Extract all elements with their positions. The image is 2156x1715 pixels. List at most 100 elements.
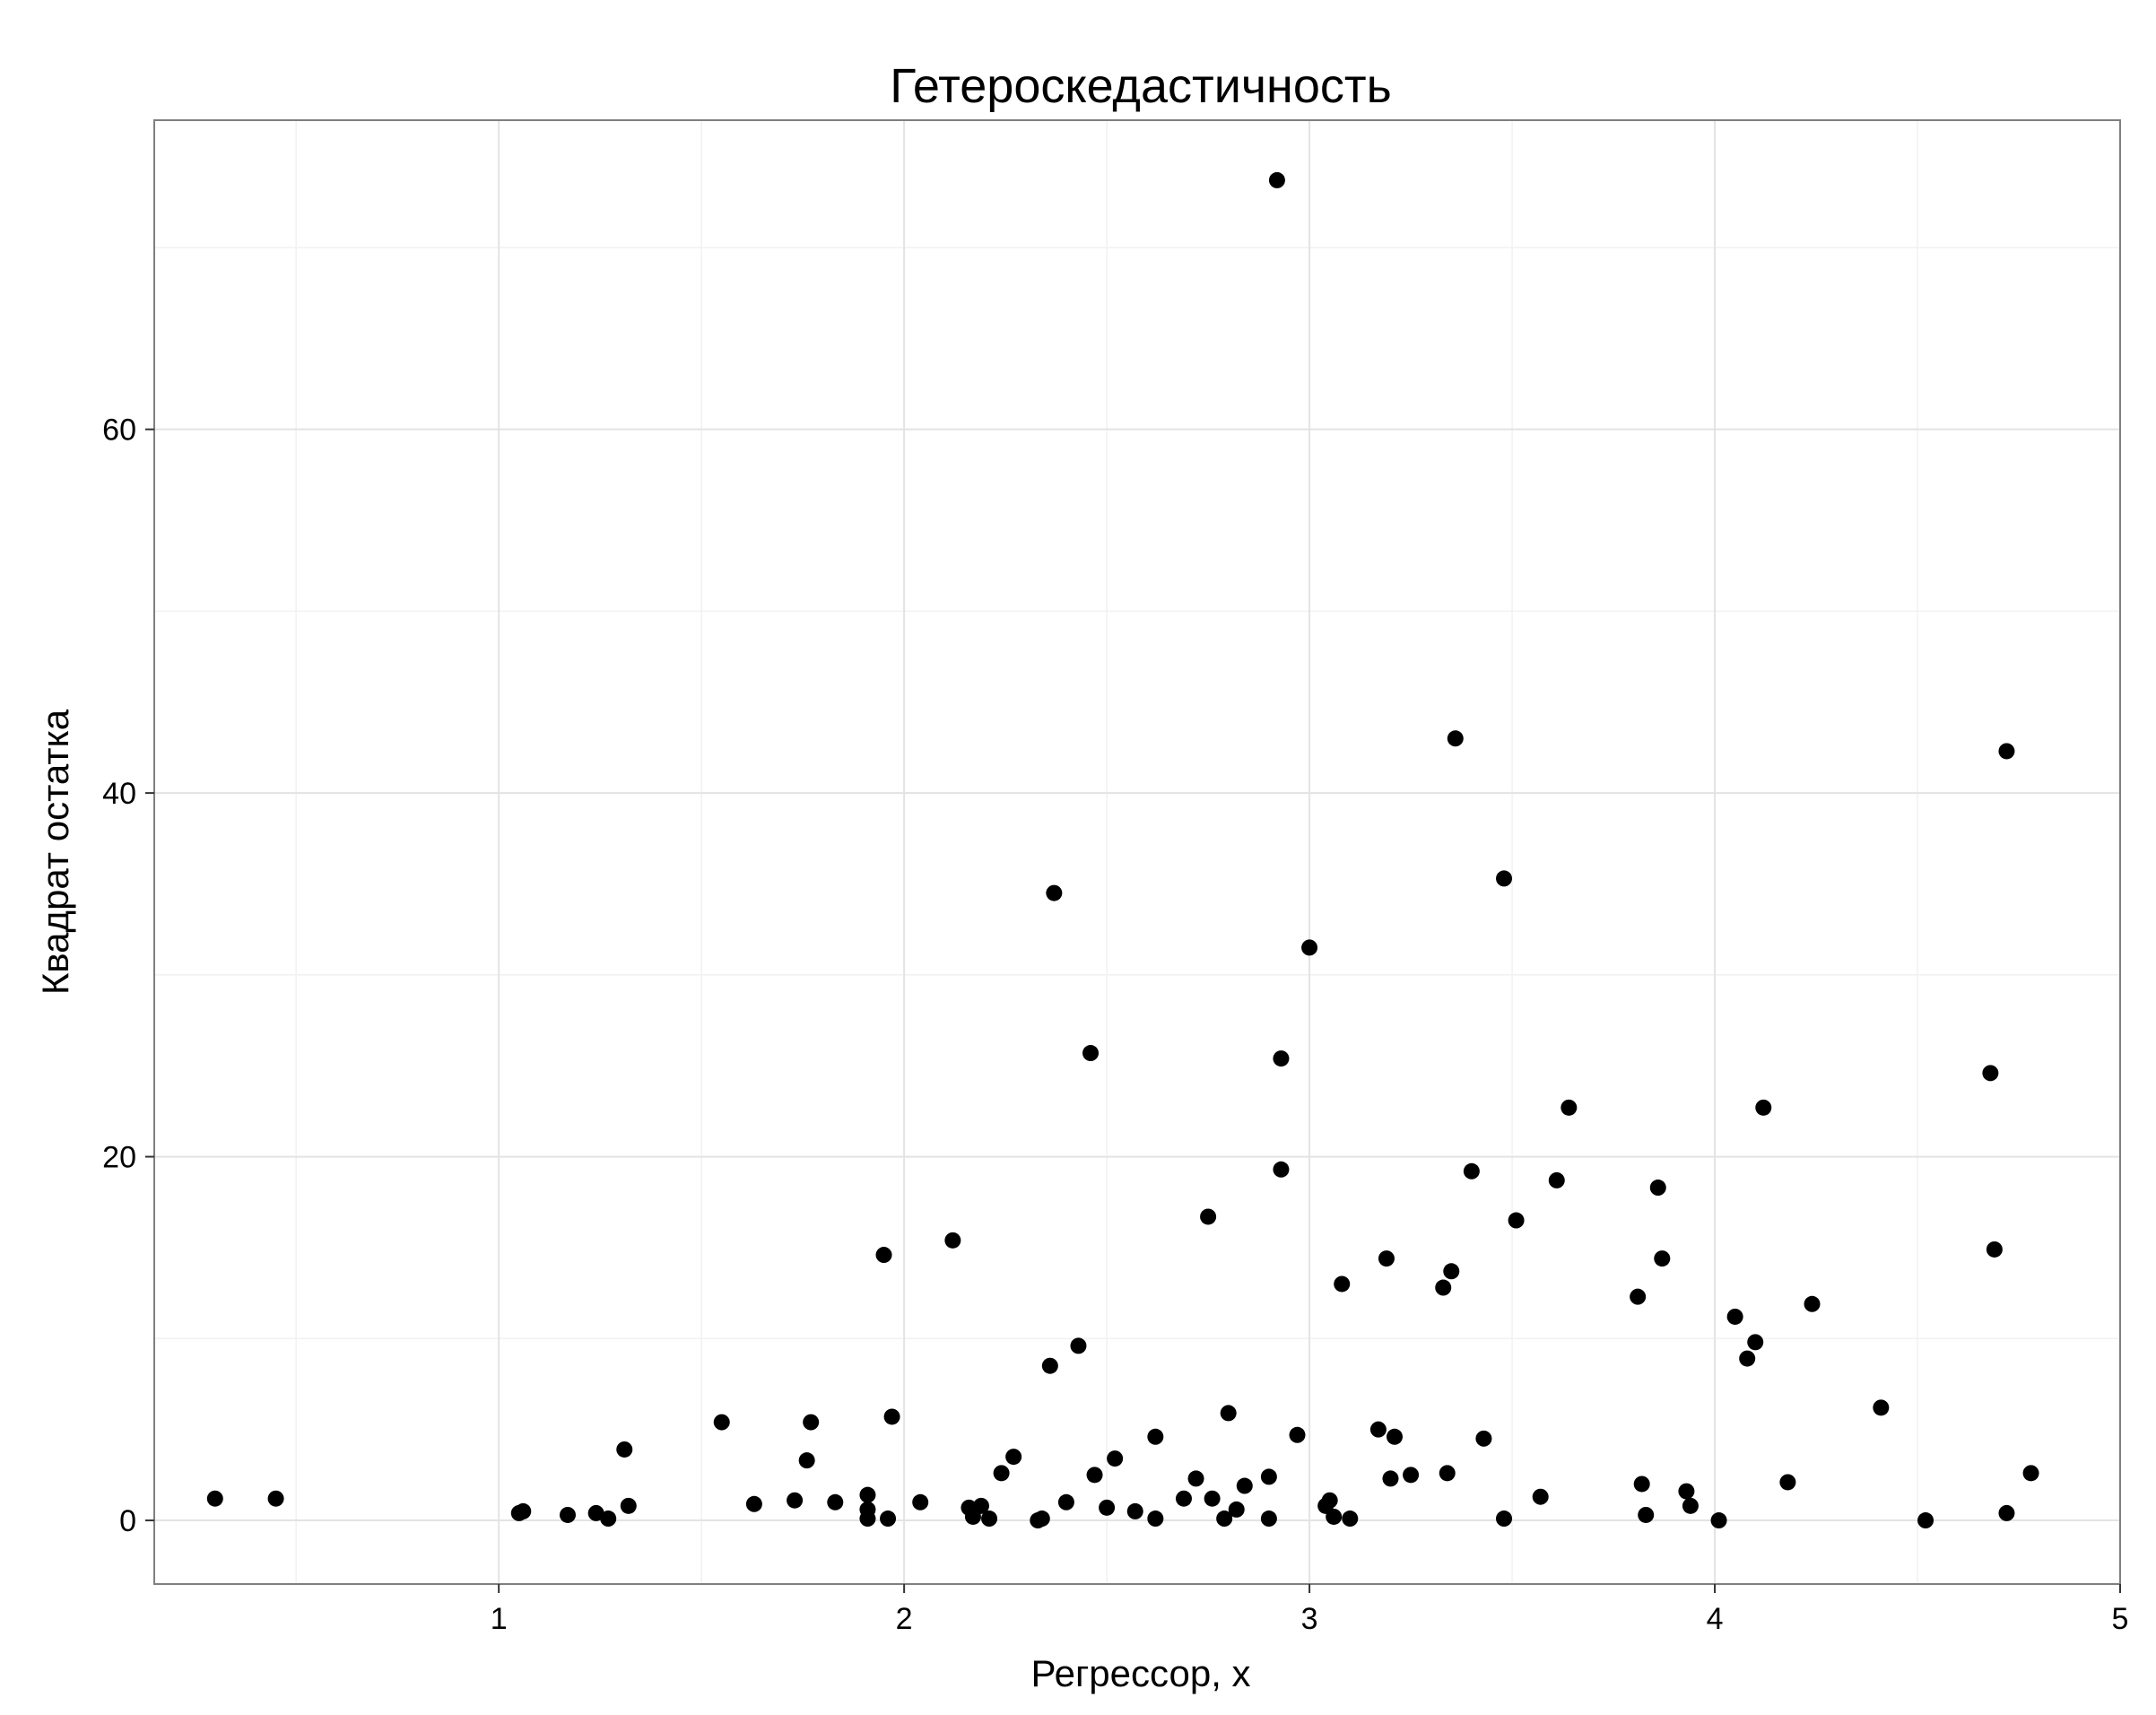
data-point (1747, 1334, 1764, 1351)
data-point (972, 1497, 989, 1514)
data-point (1463, 1162, 1480, 1180)
data-point (1216, 1510, 1233, 1528)
data-point (827, 1493, 844, 1510)
x-tick-label: 4 (1707, 1602, 1724, 1636)
data-point (859, 1486, 876, 1503)
data-point (1779, 1474, 1796, 1491)
data-point (1382, 1470, 1399, 1487)
data-point (1386, 1428, 1403, 1445)
data-point (1082, 1045, 1100, 1062)
data-point (620, 1497, 637, 1514)
data-point (587, 1504, 604, 1521)
data-point (1633, 1476, 1650, 1493)
data-point (1982, 1065, 1999, 1082)
y-tick-label: 20 (102, 1141, 136, 1175)
data-point (1334, 1275, 1351, 1293)
data-point (559, 1506, 576, 1523)
data-point (1403, 1467, 1420, 1484)
data-point (1369, 1421, 1387, 1438)
data-point (1041, 1357, 1058, 1374)
data-point (880, 1510, 897, 1528)
data-point (1638, 1506, 1655, 1523)
data-point (1126, 1502, 1143, 1519)
data-point (1070, 1337, 1087, 1354)
data-point (600, 1510, 617, 1528)
data-point (1086, 1467, 1103, 1484)
data-point (1273, 1050, 1290, 1067)
data-point (1630, 1288, 1647, 1305)
data-point (1682, 1497, 1699, 1514)
plot-panel-border (153, 119, 2121, 1585)
axes: 1 2 3 4 5 0 20 40 60 (102, 414, 2128, 1636)
data-point (798, 1452, 815, 1469)
data-point (1200, 1208, 1217, 1225)
data-point (1443, 1263, 1460, 1280)
x-axis-title: Регрессор, x (1030, 1652, 1250, 1694)
data-point (1678, 1483, 1695, 1500)
data-point (787, 1492, 804, 1509)
data-points (206, 171, 2039, 1529)
data-point (1033, 1510, 1050, 1528)
chart-title: Гетероскедастичность (890, 59, 1391, 113)
data-point (515, 1502, 532, 1519)
data-point (1873, 1399, 1890, 1416)
data-point (1710, 1512, 1727, 1529)
data-point (1005, 1449, 1022, 1466)
data-point (745, 1495, 762, 1512)
data-point (1273, 1161, 1290, 1178)
data-point (1998, 743, 2015, 760)
data-point (1496, 1510, 1513, 1528)
data-point (1301, 939, 1318, 956)
data-point (883, 1408, 900, 1425)
data-point (875, 1247, 892, 1264)
data-point (981, 1510, 998, 1528)
data-point (1435, 1279, 1452, 1296)
data-point (1220, 1405, 1237, 1422)
data-point (1046, 884, 1063, 901)
data-point (1326, 1508, 1343, 1525)
data-point (912, 1493, 929, 1510)
data-point (1439, 1465, 1456, 1482)
data-point (944, 1232, 961, 1249)
data-point (1496, 870, 1513, 887)
data-point (1548, 1171, 1565, 1188)
data-point (1726, 1308, 1743, 1325)
data-point (1739, 1350, 1756, 1367)
data-point (1804, 1295, 1821, 1312)
data-point (267, 1490, 284, 1507)
data-point (1532, 1488, 1549, 1505)
data-point (1147, 1510, 1164, 1528)
data-point (993, 1465, 1010, 1482)
data-point (1321, 1492, 1338, 1509)
data-point (1260, 1468, 1277, 1485)
data-point (1057, 1493, 1074, 1510)
data-point (1560, 1099, 1578, 1116)
data-point (1268, 171, 1285, 188)
x-tick-label: 1 (491, 1602, 508, 1636)
data-point (1099, 1499, 1116, 1516)
data-point (1917, 1512, 1934, 1529)
x-tick-label: 3 (1301, 1602, 1318, 1636)
data-point (1187, 1470, 1204, 1487)
data-point (1228, 1501, 1245, 1518)
data-point (206, 1490, 223, 1507)
data-point (1107, 1450, 1124, 1467)
data-point (1654, 1250, 1671, 1267)
data-point (616, 1441, 633, 1458)
data-point (1289, 1426, 1306, 1443)
data-point (1378, 1250, 1395, 1267)
data-point (1147, 1428, 1164, 1445)
y-tick-label: 60 (102, 414, 136, 448)
y-axis-title: Квадрат остатка (34, 709, 76, 995)
data-point (1475, 1430, 1492, 1447)
data-point (1260, 1510, 1277, 1528)
data-point (1175, 1490, 1192, 1507)
data-point (713, 1414, 730, 1431)
data-point (1998, 1504, 2015, 1521)
x-tick-label: 2 (896, 1602, 913, 1636)
y-tick-label: 0 (119, 1504, 136, 1538)
data-point (2022, 1465, 2039, 1482)
